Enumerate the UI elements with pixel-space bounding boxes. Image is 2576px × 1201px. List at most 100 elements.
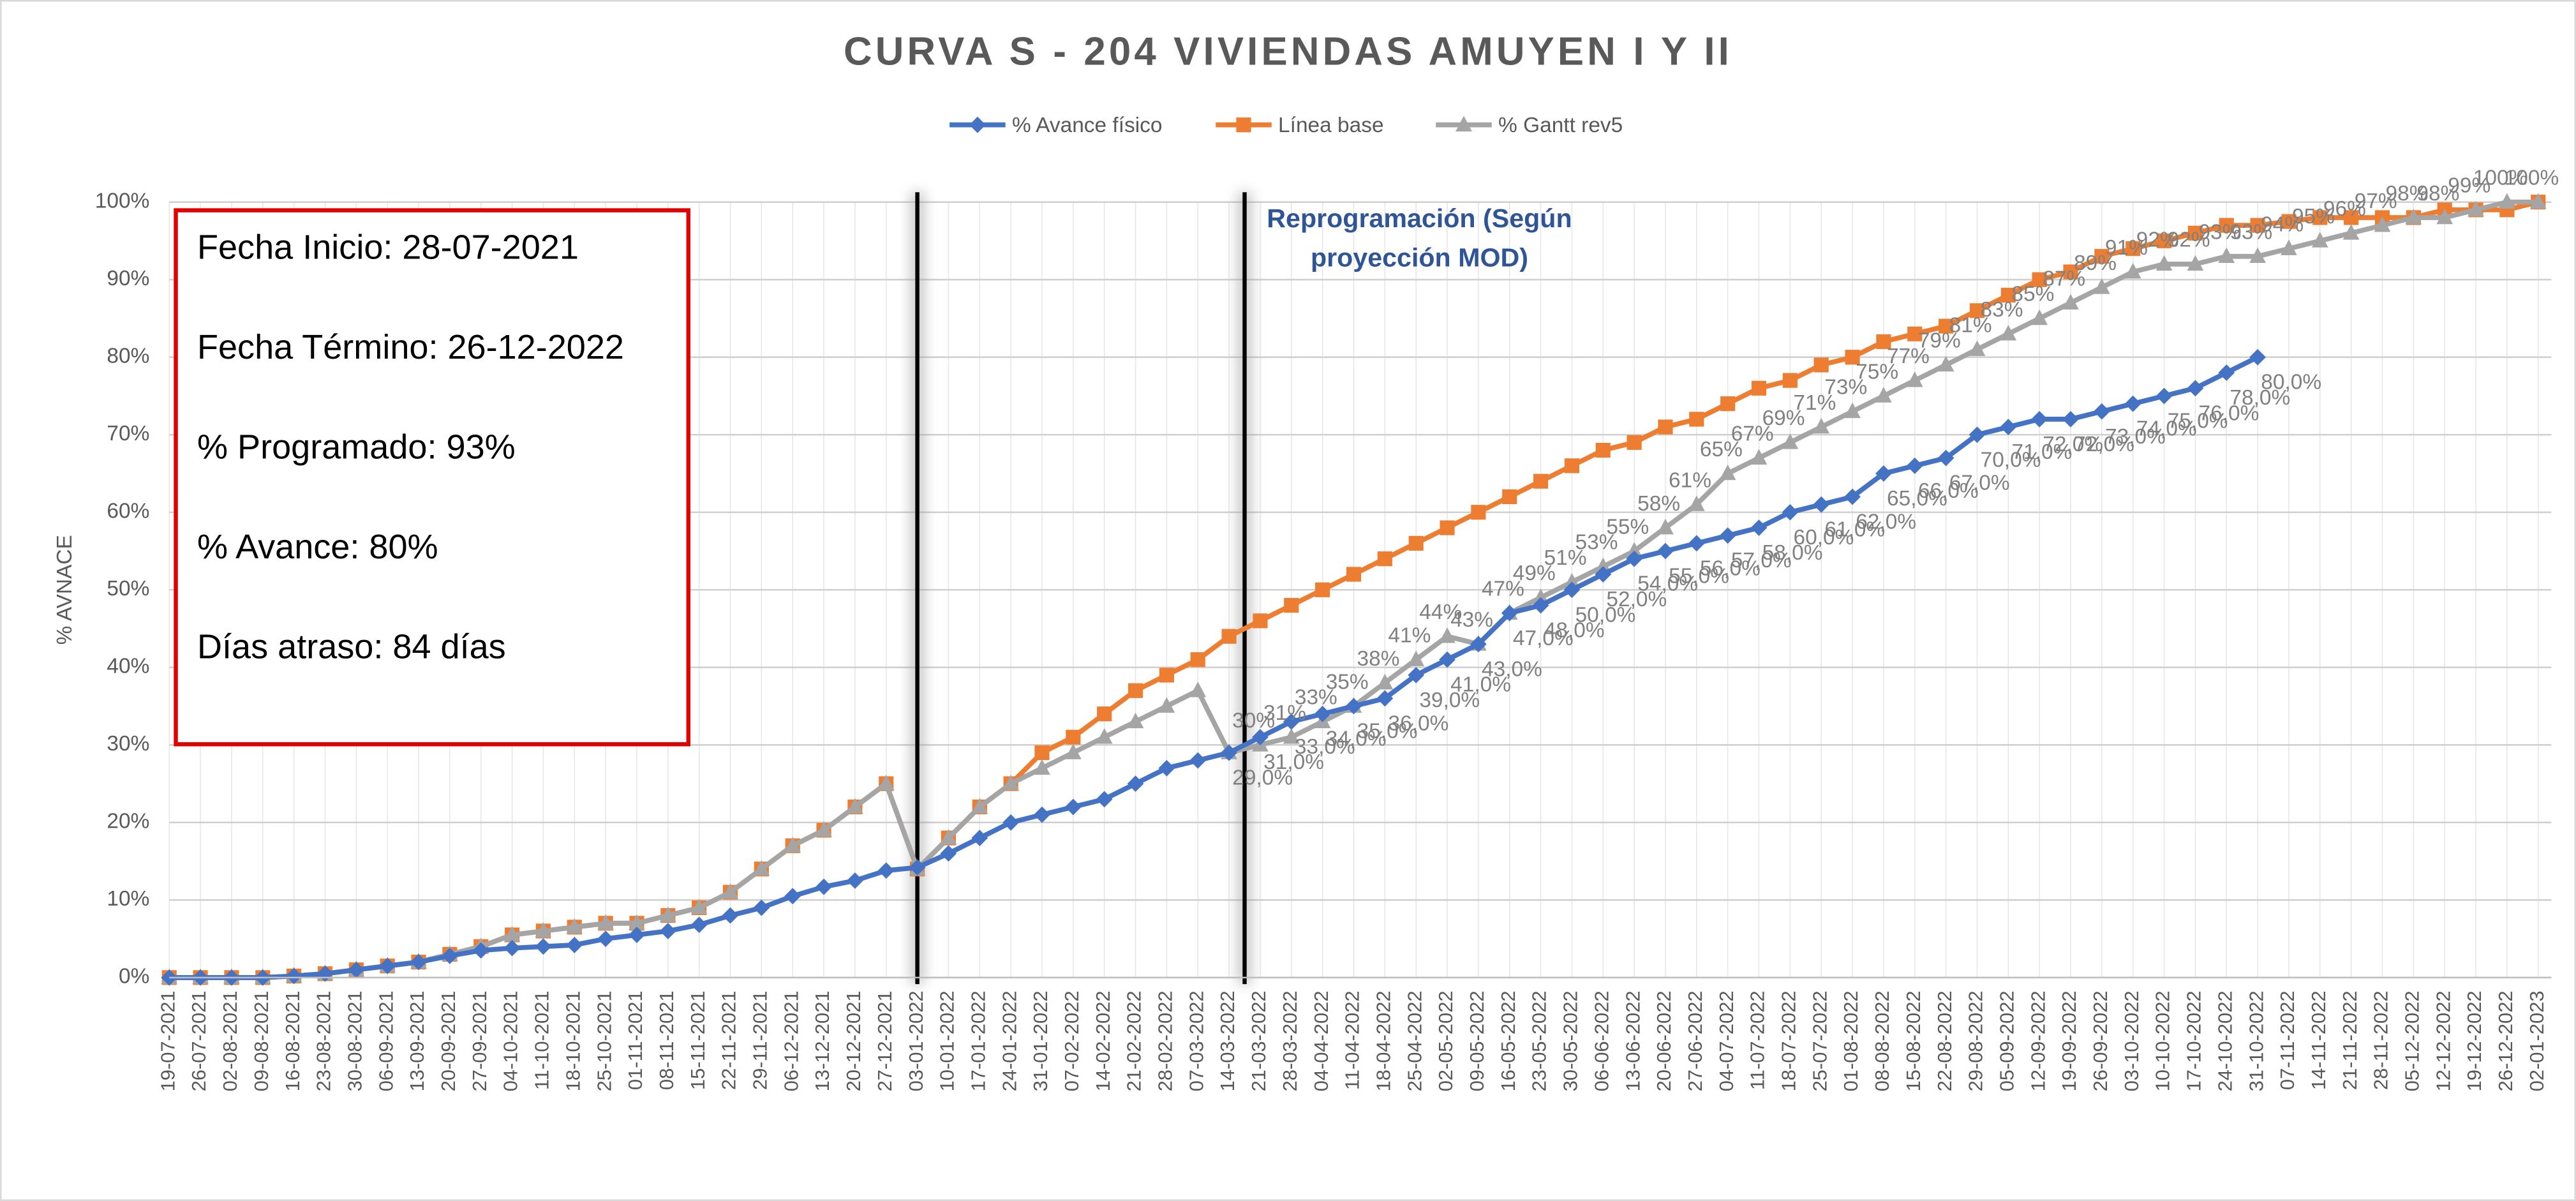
- marker: [2405, 208, 2422, 225]
- marker: [722, 883, 739, 899]
- marker: [441, 947, 458, 964]
- marker: [629, 914, 645, 930]
- marker: [1283, 727, 1300, 744]
- marker: [2249, 247, 2266, 264]
- marker: [1782, 373, 1798, 388]
- marker: [2218, 247, 2235, 264]
- marker: [2000, 287, 2016, 303]
- legend-marker: [1236, 117, 1251, 133]
- marker: [1064, 798, 1082, 816]
- data-label: 69%: [1762, 407, 1805, 430]
- x-tick-label: 20-09-2021: [437, 990, 459, 1091]
- data-label: 35%: [1326, 670, 1369, 694]
- legend-marker: [969, 116, 986, 133]
- data-label: 91%: [2105, 236, 2148, 260]
- x-tick-label: 20-06-2022: [1653, 990, 1675, 1091]
- marker: [597, 914, 614, 930]
- marker: [1002, 814, 1020, 831]
- x-tick-label: 22-08-2022: [1933, 990, 1956, 1091]
- marker: [1564, 458, 1580, 474]
- x-tick-label: 07-02-2022: [1061, 990, 1083, 1091]
- x-tick-label: 29-08-2022: [1965, 990, 1987, 1091]
- info-text: Días atraso: 84 días: [197, 628, 506, 666]
- data-label: 78,0%: [2230, 386, 2290, 410]
- x-tick-label: 01-08-2022: [1840, 990, 1862, 1091]
- x-tick-label: 02-01-2023: [2526, 990, 2548, 1091]
- data-label: 89%: [2074, 251, 2117, 275]
- x-tick-label: 13-12-2021: [811, 990, 833, 1091]
- marker: [2219, 218, 2234, 233]
- x-tick-label: 11-04-2022: [1341, 990, 1364, 1090]
- data-label: 38%: [1357, 647, 1400, 671]
- marker: [348, 961, 365, 978]
- marker: [1969, 340, 1986, 356]
- legend-marker: [1456, 116, 1472, 131]
- marker: [2062, 411, 2079, 428]
- marker: [1626, 542, 1642, 558]
- data-label: 71%: [1793, 391, 1836, 415]
- data-label: 52,0%: [1606, 588, 1667, 611]
- marker: [1751, 380, 1767, 396]
- x-tick-label: 07-11-2022: [2276, 990, 2298, 1090]
- marker: [1563, 572, 1581, 589]
- legend-label: Línea base: [1278, 114, 1384, 137]
- marker: [940, 828, 957, 845]
- chart-title: CURVA S - 204 VIVIENDAS AMUYEN I Y II: [844, 29, 1732, 73]
- data-label: 61,0%: [1824, 518, 1885, 542]
- marker: [1845, 350, 1860, 365]
- data-label: 56,0%: [1700, 556, 1761, 580]
- x-tick-label: 09-08-2021: [250, 990, 272, 1091]
- marker: [535, 921, 552, 938]
- data-label: 67,0%: [1949, 472, 2010, 495]
- marker: [1907, 326, 1923, 341]
- legend-label: % Avance físico: [1012, 114, 1163, 137]
- marker: [1159, 668, 1174, 683]
- x-tick-label: 01-11-2021: [624, 990, 646, 1090]
- marker: [971, 798, 988, 814]
- data-label: 75,0%: [2168, 410, 2228, 433]
- marker: [753, 860, 770, 876]
- y-tick-label: 80%: [107, 345, 149, 368]
- marker: [2155, 255, 2173, 271]
- marker: [2311, 232, 2328, 248]
- marker: [2499, 193, 2515, 209]
- info-text: % Avance: 80%: [197, 528, 438, 566]
- y-tick-label: 70%: [107, 422, 149, 445]
- data-label: 33,0%: [1295, 735, 1355, 759]
- y-tick-label: 50%: [107, 577, 149, 600]
- x-tick-label: 31-01-2022: [1029, 990, 1052, 1091]
- marker: [2436, 208, 2453, 225]
- marker: [1627, 435, 1642, 450]
- marker: [1283, 713, 1300, 730]
- marker: [2093, 278, 2110, 294]
- x-tick-label: 08-11-2021: [655, 990, 678, 1090]
- x-tick-label: 19-09-2022: [2058, 990, 2080, 1091]
- x-tick-label: 07-03-2022: [1185, 990, 1207, 1091]
- data-label: 55%: [1606, 515, 1649, 539]
- data-label: 36,0%: [1388, 712, 1448, 735]
- marker: [1002, 774, 1020, 791]
- data-label: 47,0%: [1513, 627, 1574, 650]
- marker: [1376, 673, 1394, 690]
- marker: [379, 957, 396, 974]
- x-tick-label: 10-10-2022: [2152, 990, 2174, 1091]
- info-box: Fecha Inicio: 28-07-2021 Fecha Término: 2…: [174, 208, 691, 747]
- x-tick-label: 06-09-2021: [375, 990, 397, 1091]
- x-tick-label: 05-12-2022: [2401, 990, 2423, 1091]
- info-text: Fecha Término: 26-12-2022: [197, 328, 624, 366]
- data-label: 74,0%: [2136, 417, 2197, 441]
- marker: [1440, 520, 1455, 535]
- marker: [1315, 582, 1330, 597]
- marker: [1906, 371, 1923, 387]
- annotation-text: Reprogramación (Según: [1267, 204, 1572, 233]
- y-tick-label: 20%: [107, 810, 149, 833]
- data-label: 85%: [2011, 283, 2054, 306]
- marker: [2344, 210, 2359, 225]
- data-label: 54,0%: [1637, 572, 1698, 596]
- marker: [503, 925, 521, 942]
- data-label: 30%: [1232, 709, 1275, 733]
- marker: [659, 923, 676, 939]
- x-tick-label: 12-12-2022: [2432, 990, 2454, 1091]
- data-label: 72,0%: [2074, 433, 2134, 456]
